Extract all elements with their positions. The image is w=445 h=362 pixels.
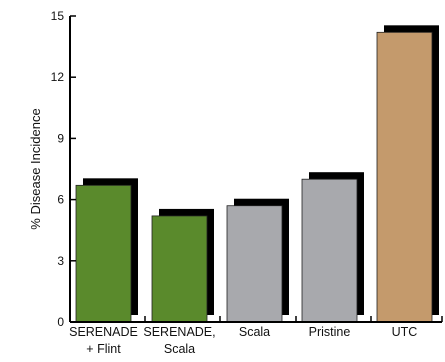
x-category-label: Scala bbox=[239, 325, 270, 339]
y-tick-label: 6 bbox=[57, 193, 64, 207]
bar bbox=[301, 178, 358, 323]
x-category-label: SERENADE, bbox=[143, 325, 215, 339]
bars-layer bbox=[75, 25, 439, 323]
y-tick-label: 3 bbox=[57, 254, 64, 268]
bar bbox=[151, 215, 208, 323]
bar bbox=[226, 205, 283, 323]
y-tick-label: 15 bbox=[51, 9, 65, 23]
labels-layer: 0 3 6 9 12 15 SERENADE + Flint SERENADE, Scala Sca… bbox=[28, 9, 417, 356]
x-category-label: Pristine bbox=[309, 325, 351, 339]
axes-layer bbox=[69, 15, 443, 323]
y-tick-label: 9 bbox=[57, 131, 64, 145]
bar bbox=[75, 184, 132, 323]
x-category-label: Scala bbox=[164, 342, 195, 356]
x-category-label: + Flint bbox=[86, 342, 121, 356]
y-tick-label: 12 bbox=[51, 70, 65, 84]
x-category-label: SERENADE bbox=[69, 325, 138, 339]
y-tick-label: 0 bbox=[57, 315, 64, 329]
bar bbox=[376, 31, 433, 323]
y-axis-title: % Disease Incidence bbox=[28, 108, 43, 229]
x-category-label: UTC bbox=[392, 325, 418, 339]
